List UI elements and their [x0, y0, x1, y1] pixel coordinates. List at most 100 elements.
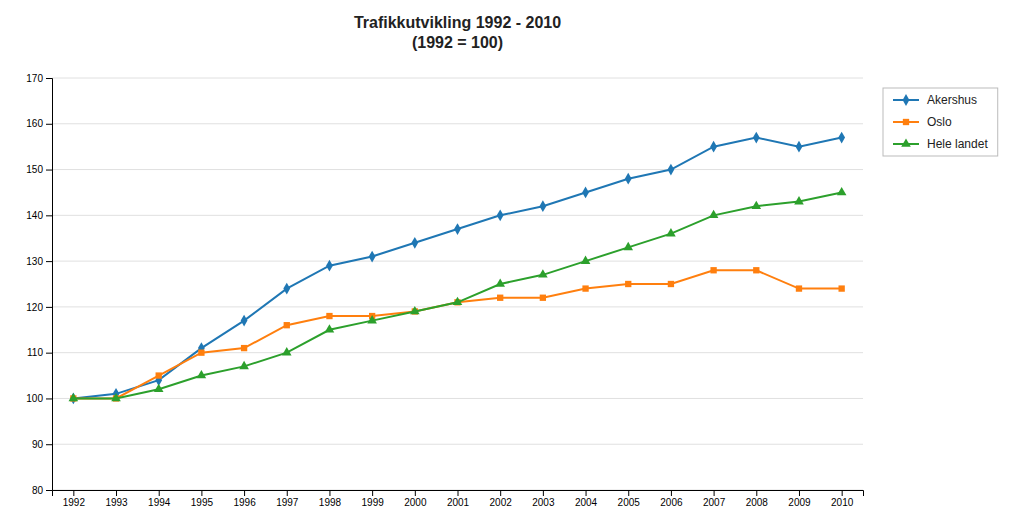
series-line — [73, 192, 841, 398]
point — [495, 278, 505, 286]
point — [325, 324, 335, 332]
legend-marker — [903, 119, 909, 125]
y-axis: 8090100110120130140150160170 — [26, 73, 52, 496]
x-tick: 1993 — [105, 490, 128, 508]
x-tick-mark — [287, 490, 288, 496]
grid-line — [52, 123, 863, 124]
grid-line — [52, 169, 863, 170]
point — [369, 251, 376, 263]
point — [623, 242, 633, 250]
y-tick-mark — [46, 215, 52, 216]
point — [539, 200, 546, 212]
y-tick: 140 — [26, 210, 52, 221]
x-tick-label: 1998 — [319, 497, 342, 508]
point — [668, 164, 675, 176]
x-tick-mark — [543, 490, 544, 496]
x-tick-mark — [201, 490, 202, 496]
y-tick-mark — [46, 124, 52, 125]
grid-line — [52, 78, 863, 79]
point — [197, 370, 207, 378]
point — [453, 297, 463, 305]
x-tick-label: 2004 — [575, 497, 598, 508]
y-tick: 120 — [26, 302, 52, 313]
plot-area: 1992199319941995199619971998199920002001… — [26, 73, 863, 508]
x-tick: 2001 — [447, 490, 470, 508]
y-tick-label: 100 — [26, 393, 43, 404]
point — [582, 285, 588, 291]
y-tick: 150 — [26, 164, 52, 175]
legend-item: Hele landet — [893, 137, 988, 151]
x-tick-mark — [73, 490, 74, 496]
y-tick-label: 90 — [32, 439, 44, 450]
y-tick-mark — [46, 261, 52, 262]
x-tick: 2006 — [660, 490, 683, 508]
point — [796, 285, 802, 291]
x-tick-label: 2002 — [490, 497, 513, 508]
x-tick: 2007 — [703, 490, 726, 508]
point — [326, 313, 332, 319]
point — [668, 281, 674, 287]
legend-marker — [903, 94, 910, 106]
point — [538, 269, 548, 277]
x-tick-label: 2006 — [660, 497, 683, 508]
point — [111, 393, 121, 401]
y-tick: 80 — [32, 485, 52, 496]
point — [241, 345, 247, 351]
y-tick: 90 — [32, 439, 52, 450]
point — [709, 210, 719, 218]
x-tick: 2008 — [746, 490, 769, 508]
point — [156, 372, 162, 378]
x-tick-mark — [500, 490, 501, 496]
y-tick-mark — [46, 398, 52, 399]
x-tick-mark — [415, 490, 416, 496]
point — [411, 237, 418, 249]
marks — [69, 132, 847, 405]
y-tick-label: 80 — [32, 485, 44, 496]
point — [710, 141, 717, 153]
legend-label: Oslo — [927, 115, 952, 129]
grid-line — [52, 261, 863, 262]
x-tick: 1999 — [362, 490, 385, 508]
point — [753, 267, 759, 273]
point — [283, 283, 290, 295]
x-tick: 2002 — [490, 490, 513, 508]
x-tick-label: 2005 — [618, 497, 641, 508]
x-tick: 2004 — [575, 490, 598, 508]
x-tick-mark — [756, 490, 757, 496]
x-tick: 1992 — [63, 490, 86, 508]
point — [838, 132, 845, 144]
y-tick-label: 130 — [26, 256, 43, 267]
point — [753, 132, 760, 144]
x-tick-label: 1999 — [362, 497, 385, 508]
point — [625, 281, 631, 287]
x-axis-line — [53, 491, 864, 497]
x-tick-label: 1997 — [276, 497, 299, 508]
y-tick-mark — [46, 170, 52, 171]
y-tick-label: 150 — [26, 164, 43, 175]
point — [367, 315, 377, 323]
x-tick: 2005 — [618, 490, 641, 508]
y-tick-label: 160 — [26, 118, 43, 129]
point — [581, 256, 591, 264]
title: Trafikkutvikling 1992 - 2010(1992 = 100) — [354, 14, 561, 51]
x-tick-mark — [671, 490, 672, 496]
point — [198, 350, 204, 356]
title-line: (1992 = 100) — [412, 34, 503, 51]
grid-line — [52, 352, 863, 353]
x-tick: 2010 — [831, 490, 854, 508]
point — [282, 347, 292, 355]
legend-marker — [901, 138, 911, 146]
y-tick-mark — [46, 444, 52, 445]
x-tick-mark — [458, 490, 459, 496]
point — [497, 295, 503, 301]
legend-item: Oslo — [893, 115, 952, 129]
y-tick-mark — [46, 78, 52, 79]
y-tick-label: 140 — [26, 210, 43, 221]
x-tick-mark — [714, 490, 715, 496]
y-tick-label: 110 — [27, 347, 43, 358]
series — [70, 132, 845, 405]
point — [794, 196, 804, 204]
y-tick-mark — [46, 307, 52, 308]
point — [582, 187, 589, 199]
point — [838, 285, 844, 291]
